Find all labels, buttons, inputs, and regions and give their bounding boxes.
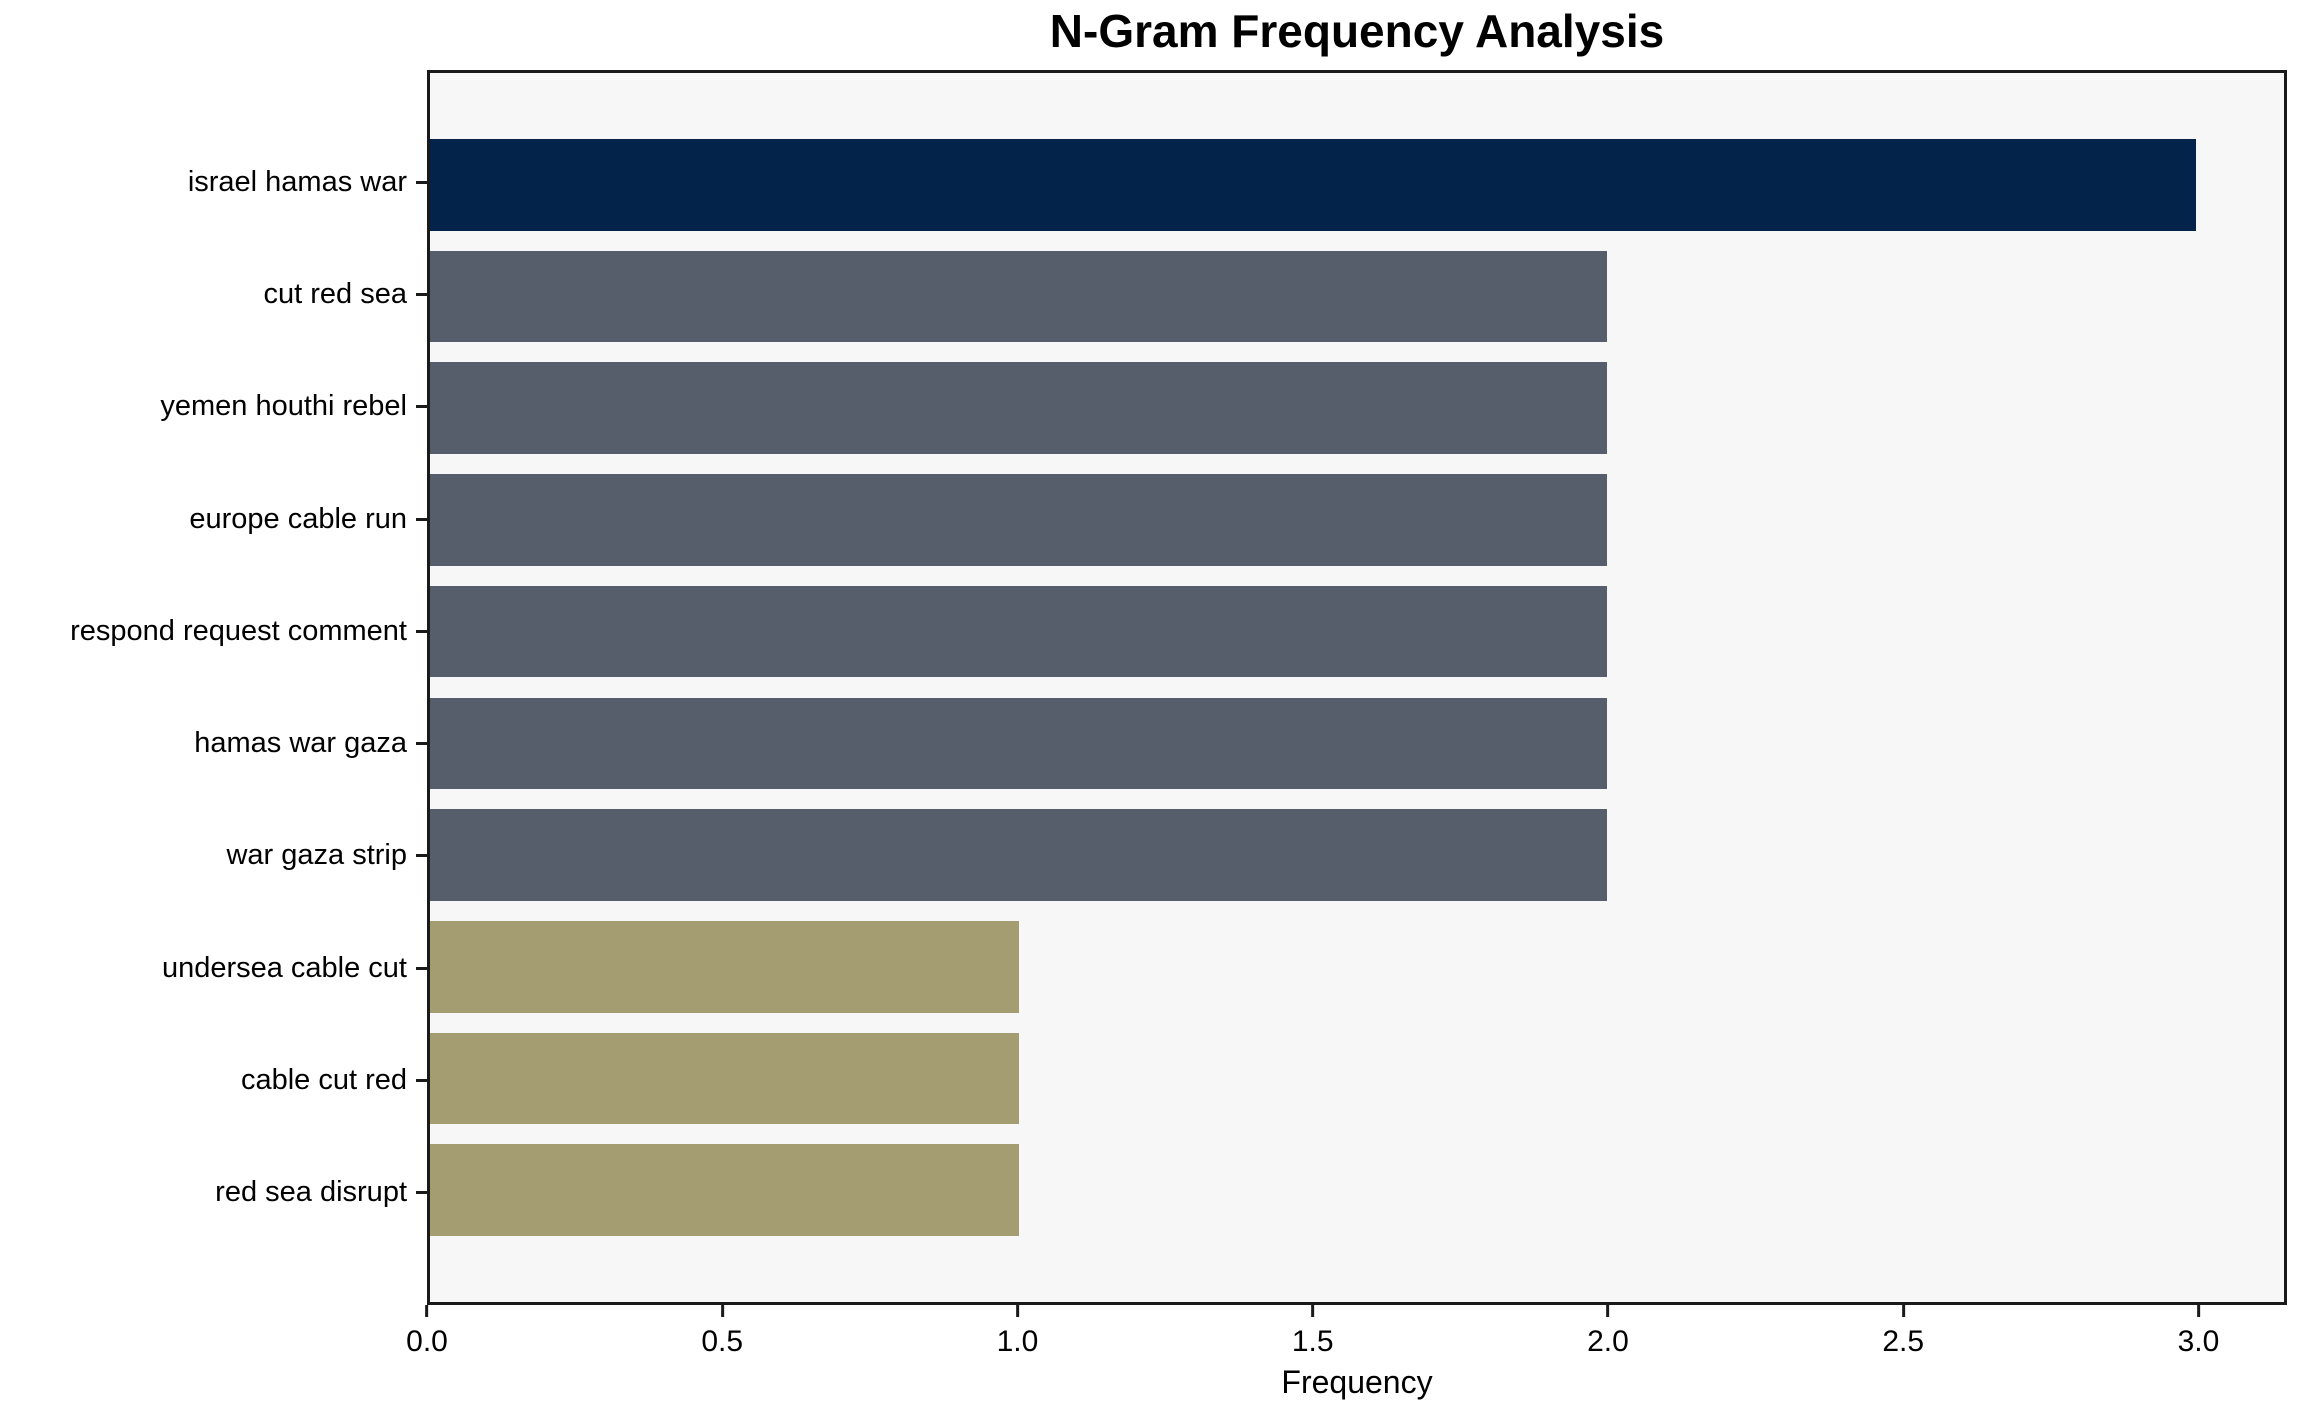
y-axis-tick-label: undersea cable cut (161, 951, 407, 984)
y-axis-label-row: hamas war gaza (0, 687, 427, 799)
y-axis-label-row: europe cable run (0, 463, 427, 575)
y-tick-mark (416, 742, 427, 746)
x-tick-mark (1606, 1305, 1610, 1317)
chart-title: N-Gram Frequency Analysis (1049, 5, 1665, 57)
y-tick-mark (416, 405, 427, 409)
bar-row (430, 129, 2284, 241)
bar (430, 920, 1019, 1013)
y-axis-label-row: yemen houthi rebel (0, 351, 427, 463)
y-axis-label-row: cut red sea (0, 238, 427, 350)
bar (430, 585, 1608, 678)
y-axis-label-row: war gaza strip (0, 800, 427, 912)
y-tick-mark (416, 1079, 427, 1083)
bar-row (430, 1023, 2284, 1135)
y-axis-tick-label: cut red sea (263, 277, 407, 310)
x-tick: 1.5 (1292, 1305, 1334, 1359)
bar (430, 250, 1608, 343)
y-axis-tick-label: red sea disrupt (215, 1176, 407, 1209)
bar-row (430, 241, 2284, 353)
x-tick-mark (1015, 1305, 1019, 1317)
y-axis-label-row: red sea disrupt (0, 1137, 427, 1249)
y-axis-labels: israel hamas war cut red sea yemen houthi … (0, 70, 427, 1305)
bar-row (430, 464, 2284, 576)
y-tick-mark (416, 629, 427, 633)
bar (430, 1144, 1019, 1236)
bar-row (430, 688, 2284, 800)
y-axis-tick-label: europe cable run (189, 502, 407, 535)
bars-container (430, 73, 2284, 1302)
y-tick-mark (416, 966, 427, 970)
bar-row (430, 1134, 2284, 1246)
bar (430, 362, 1608, 455)
y-axis-label-row: cable cut red (0, 1024, 427, 1136)
y-tick-mark (416, 854, 427, 858)
x-axis-tick-label: 1.0 (996, 1325, 1039, 1358)
bar (430, 474, 1608, 566)
bar (430, 697, 1608, 790)
bar-row (430, 799, 2284, 911)
x-axis-tick-label: 2.5 (1882, 1325, 1925, 1358)
x-tick: 3.0 (2177, 1305, 2220, 1359)
x-axis-tick-label: 0.0 (406, 1325, 448, 1358)
bar-row (430, 352, 2284, 464)
y-axis-label-row: respond request comment (0, 575, 427, 687)
y-axis-tick-label: war gaza strip (226, 839, 407, 872)
x-tick: 2.5 (1882, 1305, 1924, 1359)
bar (430, 809, 1608, 901)
x-tick-mark (425, 1305, 429, 1317)
x-tick-mark (2196, 1305, 2200, 1317)
y-tick-mark (416, 180, 427, 184)
y-axis-tick-label: israel hamas war (187, 165, 407, 198)
y-axis-tick-label: hamas war gaza (194, 727, 407, 760)
y-axis-tick-label: yemen houthi rebel (160, 390, 407, 423)
x-axis-tick-label: 2.0 (1587, 1325, 1629, 1358)
bar-row (430, 911, 2284, 1023)
y-axis-tick-label: respond request comment (70, 614, 407, 647)
x-tick-mark (720, 1305, 724, 1317)
x-tick: 0.0 (406, 1305, 448, 1359)
x-axis-tick-label: 0.5 (701, 1325, 744, 1358)
y-axis-label-row: undersea cable cut (0, 912, 427, 1024)
x-tick: 1.0 (996, 1305, 1039, 1359)
y-axis-tick-label: cable cut red (240, 1064, 407, 1097)
x-axis-tick-label: 3.0 (2177, 1325, 2220, 1358)
x-axis-label: Frequency (1281, 1364, 1433, 1400)
x-tick-mark (1901, 1305, 1905, 1317)
y-tick-mark (416, 1191, 427, 1195)
bar (430, 139, 2196, 231)
x-axis-ticks: 0.0 0.5 1.0 1.5 2.0 2.5 3.0 (406, 1305, 2287, 1375)
bar (430, 1032, 1019, 1125)
y-tick-mark (416, 292, 427, 296)
plot-area (427, 70, 2287, 1305)
x-axis-tick-label: 1.5 (1291, 1325, 1334, 1358)
x-tick: 2.0 (1587, 1305, 1629, 1359)
x-tick-mark (1311, 1305, 1315, 1317)
y-tick-mark (416, 517, 427, 521)
y-axis-label-row: israel hamas war (0, 126, 427, 238)
bar-row (430, 576, 2284, 688)
x-tick: 0.5 (701, 1305, 743, 1359)
